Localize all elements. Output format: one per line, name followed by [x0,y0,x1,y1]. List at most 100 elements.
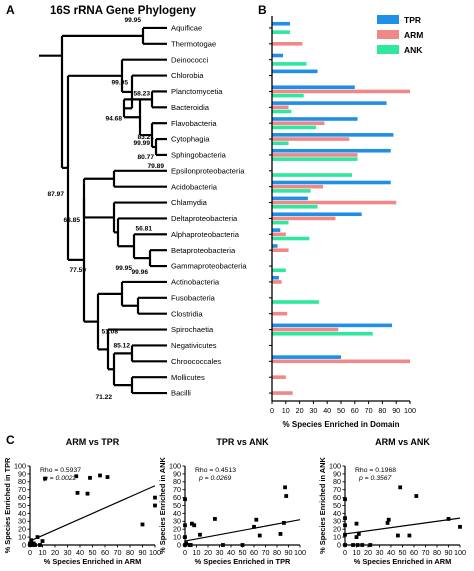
scatter-point [257,533,262,538]
bootstrap-label: 79.89 [147,163,164,170]
bar-chart: 0 10 20 30 40 50 60 70 80 90 100 % Species Enriched… [269,15,423,429]
p-value-label: p = 0.3567 [358,475,392,482]
scatter-x-tick-label: 60 [250,548,258,557]
bootstrap-label: 99.95 [124,17,141,24]
scatter-x-tick-label: 0 [28,548,32,557]
scatter-point [278,532,283,536]
scatter-y-tick-label: 10 [333,533,341,542]
taxon-label: Deinococci [171,55,208,64]
bar-tpr [272,117,358,121]
scatter-point [33,543,37,547]
p-value-label: p = 0.0022 [43,475,77,482]
panel-letter-c: C [6,433,15,447]
rho-label: Rho = 0.5937 [40,467,81,474]
bootstrap-label: 85.12 [113,342,130,349]
scatter-x-tick-label: 20 [364,548,372,557]
scatter-x-tick-label: 70 [262,548,270,557]
trend-line [29,485,156,542]
taxon-label: Flavobacteria [171,119,217,128]
x-tick-label: 70 [365,406,373,415]
bootstrap-label: 99.99 [133,140,150,147]
scatter-point [198,532,202,537]
bar-ank [272,331,373,336]
taxon-label: Clostridia [171,309,203,318]
legend-label-ank: ANK [404,45,423,55]
trend-line [184,519,301,542]
scatter-y-tick-label: 80 [173,477,181,486]
scatter-x-tick-label: 80 [273,548,281,557]
scatter-y-tick-label: 100 [14,461,26,470]
scatter-point [98,473,102,478]
scatter-x-tick-label: 10 [193,548,201,557]
scatter-point [354,535,359,539]
bar-arm [272,248,289,252]
x-axis-label: % Species Enriched in Domain [283,420,400,429]
taxon-label: Cytophagia [171,135,210,144]
x-tick-label: 10 [282,406,290,415]
bar-tpr [272,355,341,359]
p-value-label: p = 0.0269 [198,475,232,482]
bar-ank [272,220,289,225]
scatter-point [213,517,217,521]
scatter-point [284,494,289,498]
scatter-point [88,475,92,480]
bar-tpr [272,133,394,137]
phylogenetic-tree [39,26,167,395]
scatter-y-tick-label: 20 [173,525,181,534]
scatter-point [153,495,157,500]
legend-label-arm: ARM [404,30,423,40]
bar-tpr [272,212,362,217]
scatter-x-tick-label: 0 [343,548,347,557]
taxon-label: Thermotogae [171,39,216,48]
scatter-x-label: % Species Enriched in ARM [354,557,451,566]
scatter-point [43,476,47,481]
bar-arm [272,137,350,141]
bar-arm [272,311,288,316]
scatter-y-tick-label: 40 [333,509,341,518]
taxon-label: Bacteroidia [171,103,210,112]
x-tick-label: 100 [404,406,416,415]
scatter-y-tick-label: 80 [333,477,341,486]
taxon-label: Deltaproteobacteria [171,214,238,223]
scatter-y-tick-label: 30 [18,517,26,526]
x-tick-label: 0 [270,406,274,415]
bar-tpr [272,69,318,74]
x-tick-label: 80 [378,406,386,415]
x-tick-label: 60 [351,406,359,415]
scatter-y-tick-label: 30 [333,517,341,526]
scatter-y-label: % Species Enriched in ANK [318,457,327,554]
scatter-x-tick-label: 40 [387,548,395,557]
taxon-label: Aquificae [171,24,202,33]
bar-tpr [272,53,284,58]
taxon-label: Epsilonproteobacteria [171,166,245,175]
bar-arm [272,327,339,332]
scatter-x-tick-label: 10 [39,548,47,557]
scatter-point [190,521,194,526]
scatter-point [283,485,287,490]
scatter-y-tick-label: 40 [173,509,181,518]
scatter-point [105,475,110,479]
scatter-y-tick-label: 60 [173,493,181,502]
bar-tpr [272,180,391,185]
bar-arm [272,375,286,379]
scatter-title: TPR vs ANK [216,437,269,447]
bootstrap-label: 56.81 [135,225,152,232]
scatter-x-tick-label: 90 [139,548,147,557]
bootstrap-label: 58.23 [133,90,150,97]
bar-ank [272,189,311,193]
scatter-point [396,533,400,538]
scatter-y-tick-label: 100 [169,461,181,470]
bootstrap-label: 68.85 [63,217,80,224]
bootstrap-label: 87.97 [47,191,64,198]
trend-line [344,517,461,535]
x-tick-label: 20 [296,406,304,415]
bootstrap-label: 99.95 [111,80,128,87]
scatter-y-tick-label: 80 [18,477,26,486]
legend-swatch-arm [377,30,399,39]
scatter-point [360,543,365,547]
scatter-x-tick-label: 50 [239,548,247,557]
scatter-point [446,517,451,521]
